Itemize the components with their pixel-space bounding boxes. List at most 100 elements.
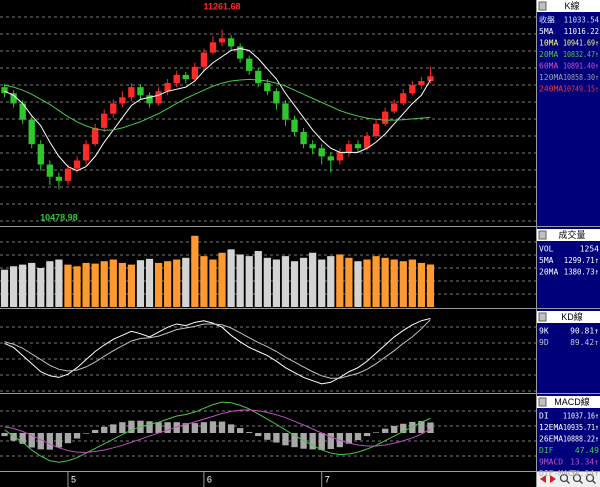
candle-body xyxy=(354,144,362,149)
histogram-bar xyxy=(46,433,54,450)
candle-body xyxy=(227,38,235,47)
histogram-bar xyxy=(327,433,334,450)
zoom-out-button[interactable] xyxy=(572,473,583,484)
histogram-bar xyxy=(91,429,99,433)
indicator-line xyxy=(4,319,431,379)
panel-title: K線 xyxy=(564,0,579,11)
legend-value: 10749.15↑ xyxy=(563,85,599,94)
volume-bar xyxy=(118,262,126,307)
legend-value: 11037.16↑ xyxy=(563,412,599,421)
volume-bar xyxy=(372,256,380,307)
histogram-bar xyxy=(1,433,8,437)
volume-bar xyxy=(37,268,45,307)
legend-value: 10858.30↑ xyxy=(563,73,599,82)
candle-body xyxy=(46,164,54,177)
histogram-bar xyxy=(372,432,380,433)
volume-bar xyxy=(336,254,344,307)
histogram-bar xyxy=(101,426,108,433)
candle-body xyxy=(236,46,244,59)
candle-body xyxy=(37,144,44,165)
candle-body xyxy=(372,123,380,137)
volume-bar xyxy=(309,252,317,307)
candle-body xyxy=(218,38,226,43)
candle-body xyxy=(336,152,344,161)
legend-value: 10941.69↑ xyxy=(563,39,599,48)
volume-bar xyxy=(191,235,199,307)
legend-value: 1299.71↑ xyxy=(564,256,599,265)
candle-body xyxy=(101,113,108,128)
volume-bar xyxy=(209,259,217,307)
panel-title: KD線 xyxy=(561,311,583,322)
panel-title: 成交量 xyxy=(558,229,585,240)
volume-bar xyxy=(218,252,226,307)
volume-bar xyxy=(64,264,72,307)
legend-label: DIF-MACD xyxy=(539,469,578,478)
zoom-in-button[interactable] xyxy=(559,473,570,484)
high-annotation: 11261.68 xyxy=(204,1,241,11)
x-tick-label: 6 xyxy=(207,474,212,484)
legend-value: 1380.73↑ xyxy=(564,268,599,277)
candle-body xyxy=(345,144,353,153)
panel-header-icon xyxy=(538,1,547,11)
legend-value: 10888.22↑ xyxy=(563,435,599,444)
panel-title: MACD線 xyxy=(554,396,590,407)
histogram-bar xyxy=(82,433,90,434)
legend-value: 1254 xyxy=(580,245,599,254)
candle-body xyxy=(363,136,371,149)
toolbar-background xyxy=(537,472,600,487)
legend-label: 20MA xyxy=(539,50,558,59)
volume-bar xyxy=(100,261,108,307)
histogram-bar xyxy=(218,421,226,433)
histogram-bar xyxy=(391,425,398,433)
candle-body xyxy=(91,127,99,145)
volume-bar xyxy=(363,259,371,307)
scroll-right-button[interactable] xyxy=(550,475,556,483)
volume-bar xyxy=(0,269,9,307)
histogram-bar xyxy=(246,432,253,433)
histogram-bar xyxy=(400,423,407,433)
legend-label: VOL xyxy=(539,245,554,254)
candle-body xyxy=(128,87,135,98)
histogram-bar xyxy=(282,433,289,446)
legend-label: 12EMA xyxy=(539,423,563,432)
volume-bar xyxy=(182,257,190,307)
histogram-bar xyxy=(55,433,63,448)
histogram-bar xyxy=(173,422,180,433)
candle-body xyxy=(300,131,307,145)
histogram-bar xyxy=(427,422,434,433)
volume-bar xyxy=(19,264,27,307)
histogram-bar xyxy=(200,422,208,433)
zoom-reset-button[interactable] xyxy=(585,473,596,484)
volume-bar xyxy=(91,263,99,307)
volume-bar xyxy=(254,251,262,307)
legend-value: 13.34↑ xyxy=(570,458,599,467)
histogram-bar xyxy=(354,433,362,441)
candle-body xyxy=(119,97,126,104)
candle-body xyxy=(155,91,162,104)
volume-bar xyxy=(46,261,54,307)
volume-bar xyxy=(127,264,136,307)
histogram-bar xyxy=(363,433,371,437)
histogram-bar xyxy=(418,420,425,433)
candle-body xyxy=(64,168,72,181)
legend-label: 120MA xyxy=(539,73,563,82)
candle-body xyxy=(200,52,208,67)
histogram-bar xyxy=(182,423,189,433)
panel-header-icon xyxy=(538,230,547,240)
candle-body xyxy=(137,87,144,96)
panel-header xyxy=(537,311,600,323)
volume-bar xyxy=(381,257,389,307)
legend-label: 收盤 xyxy=(539,15,555,25)
histogram-bar xyxy=(345,433,353,444)
volume-bar xyxy=(55,259,63,307)
volume-bar xyxy=(73,266,81,307)
volume-bar xyxy=(145,258,154,307)
histogram-bar xyxy=(264,433,271,440)
scroll-left-button[interactable] xyxy=(540,475,546,483)
volume-bar xyxy=(173,259,181,307)
legend-label: 10MA xyxy=(539,39,558,48)
legend-value: 89.42↑ xyxy=(570,338,599,347)
histogram-bar xyxy=(64,433,72,444)
